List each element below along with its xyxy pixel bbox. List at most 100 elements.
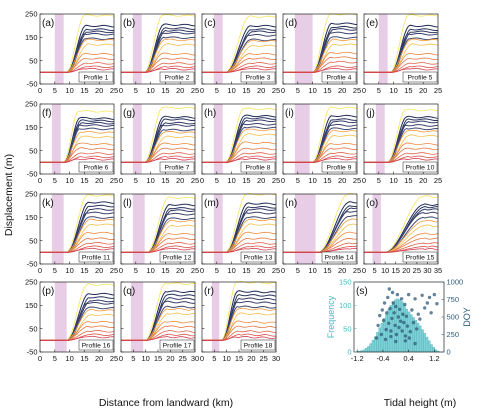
profile-line xyxy=(283,242,358,253)
x-tick-label: 10 xyxy=(381,266,389,275)
profile-title-box xyxy=(240,339,276,351)
y-tick-label: 50 xyxy=(29,324,37,333)
x-tick-label: 0 xyxy=(200,354,204,363)
profile-title-box xyxy=(402,251,438,263)
scatter-point xyxy=(381,318,386,323)
x-tick-label: 25 xyxy=(434,176,442,185)
scatter-point xyxy=(380,308,384,312)
x-tick-label: -0.4 xyxy=(376,354,389,363)
x-tick-label: 25 xyxy=(272,176,280,185)
x-tick-label: 20 xyxy=(257,176,265,185)
histogram-bar xyxy=(362,349,366,353)
histogram-bar xyxy=(369,343,372,353)
profile-title: Profile 17 xyxy=(163,343,192,350)
histogram-bar xyxy=(403,305,406,353)
y-tick-label: -50 xyxy=(27,348,38,357)
profile-title: Profile 9 xyxy=(327,165,352,172)
profile-title-box xyxy=(159,161,195,173)
panel-11: 0 5 10 15 20 25 -50 50 150 250 (k) Profile 11 xyxy=(25,190,118,275)
x-tick-label: 0 xyxy=(281,86,285,95)
axes-frame xyxy=(363,103,439,175)
scatter-point xyxy=(429,311,433,315)
profile-title-box xyxy=(321,161,357,173)
panel-letter: (o) xyxy=(366,198,378,209)
x-tick-label: 20 xyxy=(257,266,265,275)
y-tick-label: -50 xyxy=(27,80,38,89)
y-tick-label-left: 0 xyxy=(347,348,351,357)
x-tick-label: 20 xyxy=(176,86,184,95)
histogram-bar xyxy=(421,329,424,353)
x-tick-label: 10 xyxy=(308,86,316,95)
profile-line xyxy=(364,157,439,163)
x-tick-label: 15 xyxy=(392,266,400,275)
x-tick-label: 10 xyxy=(389,86,397,95)
x-tick-label: 5 xyxy=(212,354,216,363)
profile-title: Profile 13 xyxy=(244,255,273,262)
panel-letter: (l) xyxy=(123,198,132,209)
x-tick-label: 25 xyxy=(191,176,199,185)
x-tick-label: 0 xyxy=(281,266,285,275)
x-tick-label: 0 xyxy=(362,86,366,95)
x-tick-label: 10 xyxy=(65,354,73,363)
y-tick-label-right: 750 xyxy=(447,295,460,304)
histogram-bar xyxy=(382,318,386,353)
x-tick-label: 10 xyxy=(227,176,235,185)
scatter-point xyxy=(423,306,427,310)
scatter-point xyxy=(382,301,387,305)
axes-frame xyxy=(39,281,115,353)
x-tick-label: 0 xyxy=(38,176,42,185)
x-tick-label: 20 xyxy=(166,354,174,363)
y-tick-label: 50 xyxy=(29,236,37,245)
x-tick-label: 5 xyxy=(134,266,138,275)
y-tick-label: 150 xyxy=(25,33,38,42)
x-tick-label: 0.4 xyxy=(403,354,413,363)
profile-line xyxy=(121,247,196,253)
axes-frame xyxy=(282,193,358,265)
x-tick-label: 10 xyxy=(141,354,149,363)
x-tick-label: 10 xyxy=(308,176,316,185)
scatter-point xyxy=(403,339,408,343)
x-tick-label: 25 xyxy=(191,86,199,95)
profile-title-box xyxy=(321,71,357,83)
profile-title: Profile 18 xyxy=(244,343,273,350)
x-tick-label: 5 xyxy=(296,266,300,275)
x-tick-label: 20 xyxy=(419,86,427,95)
profile-line xyxy=(283,207,358,253)
shaded-band xyxy=(213,104,223,174)
panel-letter: (c) xyxy=(204,18,216,29)
panel-5: 0 5 10 15 20 25 (e) Profile 5 xyxy=(362,13,442,95)
x-tick-label: 20 xyxy=(402,266,410,275)
panel-letter: (h) xyxy=(204,108,216,119)
scatter-point xyxy=(393,323,397,328)
shaded-band xyxy=(51,104,61,174)
panel-letter: (n) xyxy=(285,198,297,209)
x-tick-label: 0 xyxy=(38,354,42,363)
y-tick-label-left: 150 xyxy=(339,278,352,287)
profile-title-box xyxy=(78,71,114,83)
panel-6: 0 5 10 15 20 25 -50 50 150 250 (f) Profile 6 xyxy=(25,100,118,185)
profile-title-box xyxy=(240,71,276,83)
panel-15: 0 5 10 15 20 25 30 35 (o) Profile 15 xyxy=(362,193,442,275)
panel-2: 0 5 10 15 20 25 (b) Profile 2 xyxy=(119,13,199,95)
histogram-bar xyxy=(425,336,429,353)
histogram-bar xyxy=(391,301,395,353)
x-tick-label: 15 xyxy=(235,354,243,363)
x-tick-label: 10 xyxy=(389,176,397,185)
histogram-bar xyxy=(367,346,370,353)
profile-line xyxy=(283,247,358,253)
x-tick-label: 20 xyxy=(95,86,103,95)
histogram-bar xyxy=(434,349,438,353)
axes-frame xyxy=(120,193,196,265)
scatter-point xyxy=(398,319,403,323)
x-tick-label: 0 xyxy=(200,176,204,185)
y-tick-label: 50 xyxy=(29,146,37,155)
profile-title-box xyxy=(321,251,357,263)
panel-letter: (f) xyxy=(42,108,51,119)
x-tick-label: 0 xyxy=(362,266,366,275)
profile-title-box xyxy=(78,251,114,263)
x-tick-label: 10 xyxy=(146,176,154,185)
histogram-bar xyxy=(418,325,422,353)
x-tick-label: 20 xyxy=(419,176,427,185)
profile-line xyxy=(121,203,196,253)
